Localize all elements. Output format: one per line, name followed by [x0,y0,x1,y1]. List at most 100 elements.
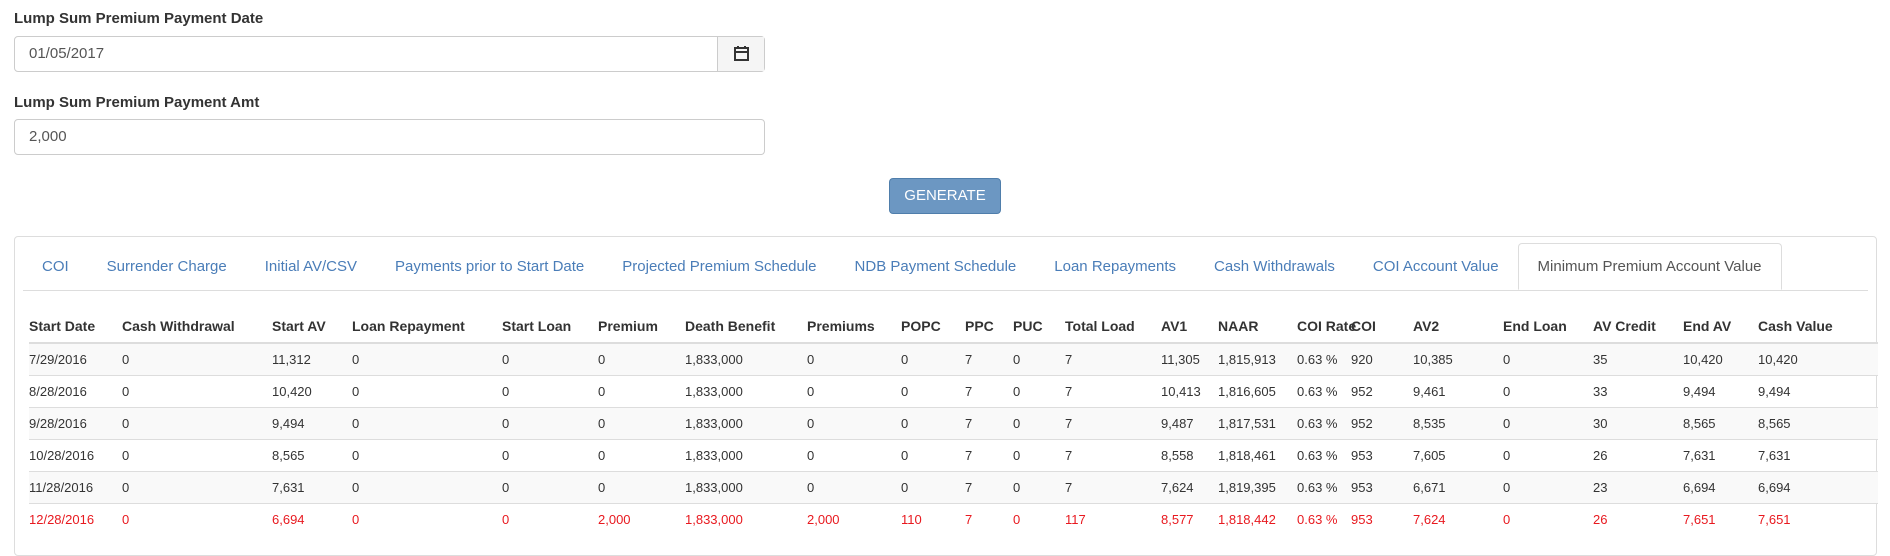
table-cell: 0 [1503,416,1511,431]
table-cell: 1,818,461 [1218,448,1276,463]
column-header: Premiums [807,318,875,334]
tab[interactable]: Payments prior to Start Date [395,258,585,275]
table-cell: 10,413 [1161,384,1201,399]
table-cell: 1,815,913 [1218,352,1276,367]
table-cell: 0 [807,384,815,399]
table-cell: 11/28/2016 [29,480,94,495]
column-header: Total Load [1065,318,1135,334]
table-cell: 0 [1013,416,1021,431]
tab[interactable]: Initial AV/CSV [264,258,358,275]
table-cell: 10,420 [272,384,312,399]
table-cell: 0 [901,448,909,463]
table-cell: 30 [1593,416,1608,431]
table-cell: 110 [901,512,922,527]
table-cell: 10/28/2016 [29,448,95,463]
table-cell: 7,631 [1758,448,1791,463]
table-cell: 7,651 [1683,512,1716,527]
table-cell: 1,833,000 [685,448,743,463]
column-header: End AV [1683,318,1732,334]
column-header: Start Date [29,318,96,334]
table-cell: 0 [352,480,360,495]
table-cell: 953 [1351,512,1373,527]
tab[interactable]: NDB Payment Schedule [854,258,1017,275]
table-cell: 0 [502,384,510,399]
table-cell: 1,833,000 [685,352,743,367]
table-cell: 0 [598,480,606,495]
table-cell: 0 [352,384,360,399]
table-cell: 7 [1065,448,1073,463]
tab[interactable]: Projected Premium Schedule [622,258,817,275]
table-cell: 0.63 % [1297,448,1338,463]
tab[interactable]: COI Account Value [1372,258,1499,275]
table-row: 7/29/2016 0 11,312 0 0 0 1,833,000 0 0 7 0 7 11,305 1… [29,343,1878,375]
table-cell: 2,000 [598,512,631,527]
table-cell: 10,420 [1758,352,1798,367]
table-cell: 23 [1593,480,1608,495]
table-cell: 7 [965,416,973,431]
table-cell: 0 [807,352,815,367]
table-cell: 7 [1065,384,1073,399]
table-cell: 0 [502,352,510,367]
table-cell: 9/28/2016 [29,416,87,431]
table-cell: 8,565 [1758,416,1791,431]
table-cell: 117 [1065,512,1086,527]
column-header: AV1 [1161,318,1188,334]
table-cell: 0 [1013,384,1021,399]
column-header: Cash Value [1758,318,1833,334]
table-cell: 9,461 [1413,384,1446,399]
table-cell: 0 [352,512,360,527]
table-cell: 12/28/2016 [29,512,95,527]
table-cell: 0 [1503,448,1511,463]
table-cell: 8,565 [1683,416,1716,431]
table-cell: 0 [1503,480,1511,495]
table-cell: 0 [352,352,360,367]
table-cell: 0 [352,416,360,431]
table-cell: 953 [1351,448,1373,463]
table-cell: 0 [1013,480,1021,495]
table-row: 9/28/2016 0 9,494 0 0 0 1,833,000 0 0 7 0 7 9,487 1,8… [29,407,1878,439]
table-cell: 1,817,531 [1218,416,1276,431]
generate-button[interactable]: GENERATE [889,178,1001,214]
table-cell: 0.63 % [1297,416,1338,431]
table-cell: 1,818,442 [1218,512,1276,527]
table-cell: 7 [965,480,973,495]
calendar-button[interactable] [717,37,764,71]
table-cell: 0 [1503,384,1511,399]
column-header: End Loan [1503,318,1567,334]
tab[interactable]: Minimum Premium Account Value [1517,243,1782,290]
table-cell: 7 [965,352,973,367]
column-header: Premium [598,318,658,334]
table-cell: 0 [901,416,909,431]
table-cell: 1,833,000 [685,384,743,399]
table-cell: 8,577 [1161,512,1194,527]
table-cell: 7/29/2016 [29,352,87,367]
table-header: Start Date Cash Withdrawal Start AV Loan Re… [29,309,1878,343]
table-cell: 7,651 [1758,512,1791,527]
column-header: COI Rate [1297,318,1357,334]
table-cell: 0 [598,448,606,463]
table-cell: 6,694 [272,512,305,527]
table-cell: 35 [1593,352,1608,367]
table-cell: 7,631 [272,480,305,495]
table-cell: 0 [502,480,510,495]
table-cell: 0 [1013,512,1021,527]
table-cell: 953 [1351,480,1373,495]
table-cell: 1,833,000 [685,512,743,527]
text-input[interactable]: 2,000 [14,119,765,155]
tab[interactable]: Loan Repayments [1054,258,1177,275]
text-input[interactable]: 01/05/2017 [14,36,765,72]
tab[interactable]: Surrender Charge [106,258,227,275]
table-cell: 9,494 [272,416,305,431]
table-cell: 1,833,000 [685,480,743,495]
table-cell: 0.63 % [1297,512,1338,527]
table-cell: 1,816,605 [1218,384,1276,399]
table-cell: 0 [807,416,815,431]
tab[interactable]: COI [42,258,69,275]
table-cell: 0 [122,384,130,399]
table-cell: 26 [1593,448,1608,463]
table-cell: 7 [1065,416,1073,431]
table-cell: 0 [122,352,130,367]
table-cell: 952 [1351,416,1373,431]
table-cell: 10,420 [1683,352,1723,367]
tab[interactable]: Cash Withdrawals [1214,258,1335,275]
